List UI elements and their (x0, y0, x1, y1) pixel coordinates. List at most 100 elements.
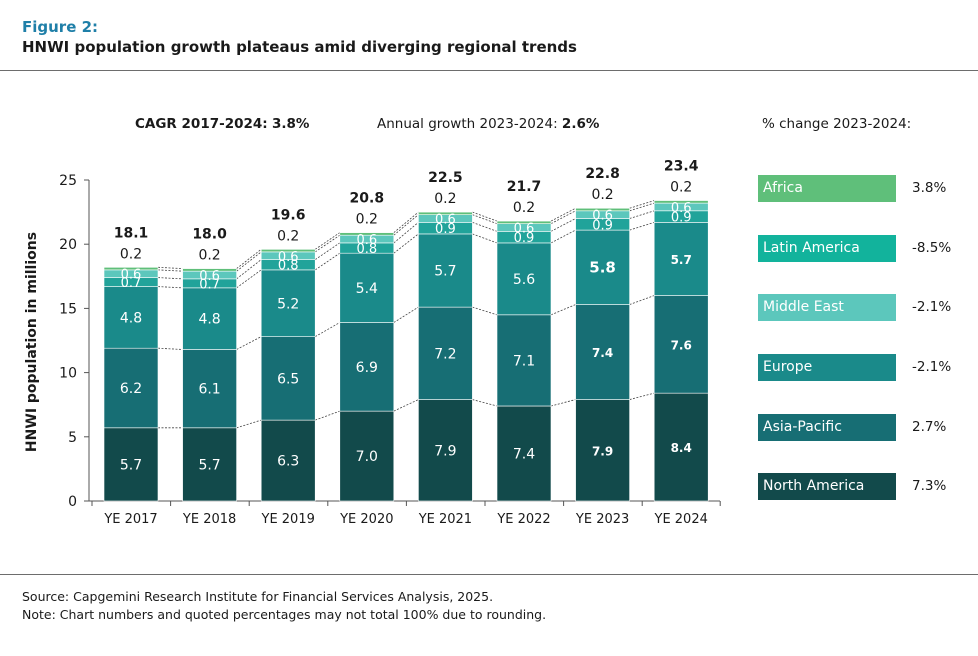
bar-segment-africa (260, 249, 316, 253)
legend-pct-change: 3.8% (912, 180, 947, 196)
segment-connector (236, 249, 262, 269)
bar-segment-europe (418, 233, 473, 308)
segment-connector (472, 211, 498, 222)
segment-connector (314, 252, 341, 271)
data-label: 0.6 (121, 268, 142, 283)
segment-connector (393, 214, 419, 236)
data-label: 0.9 (671, 211, 692, 226)
data-label: 0.7 (121, 276, 142, 291)
segment-connector (393, 399, 419, 412)
data-label: 0.6 (356, 233, 377, 248)
data-label: 5.6 (513, 272, 535, 288)
segment-connector (393, 233, 419, 254)
rounding-note: Note: Chart numbers and quoted percentag… (22, 607, 547, 622)
bar-segment-africa (103, 267, 159, 271)
bar-segment-north-america (260, 419, 316, 502)
bar-segment-north-america (575, 399, 630, 502)
cagr-value: 3.8% (271, 116, 310, 132)
data-label: 7.1 (513, 353, 535, 369)
x-tick-label: YE 2024 (654, 512, 708, 527)
figure-label: Figure 2: (22, 18, 99, 36)
legend-item-latin-america: Latin America (758, 235, 896, 262)
legend-item-asia-pacific: Asia-Pacific (758, 414, 896, 441)
bar-segment-europe (260, 269, 316, 337)
bar-segment-africa (575, 207, 630, 212)
bar-segment-europe (103, 286, 159, 349)
pct-change-heading: % change 2023-2024: (762, 116, 912, 132)
bar-segment-asia-pacific (418, 306, 473, 400)
total-label: 19.6 (271, 207, 306, 223)
data-label: 6.9 (356, 360, 378, 376)
segment-connector (629, 221, 655, 231)
y-tick-label: 0 (68, 494, 77, 510)
top-divider (0, 70, 978, 71)
data-label: 7.9 (592, 444, 613, 458)
data-label: 0.6 (592, 209, 613, 224)
x-tick-label: YE 2021 (418, 512, 472, 527)
data-label: 0.6 (199, 269, 220, 284)
total-label: 21.7 (507, 179, 542, 195)
x-tick-label: YE 2020 (339, 512, 393, 527)
segment-connector (629, 295, 655, 305)
legend-item-europe: Europe (758, 354, 896, 381)
segment-connector (314, 232, 341, 250)
bar-segment-africa (653, 200, 709, 204)
legend-pct-change: 2.7% (912, 419, 947, 435)
segment-connector (314, 234, 341, 253)
total-label: 22.8 (585, 166, 620, 182)
bar-segment-africa (182, 268, 237, 272)
data-label: 5.7 (198, 457, 220, 473)
data-label: 5.7 (120, 457, 142, 473)
segment-connector (315, 410, 340, 421)
data-label: 6.5 (277, 371, 299, 387)
data-label: 0.8 (278, 259, 299, 274)
bar-segment-africa (339, 232, 395, 236)
data-label: 5.2 (277, 296, 299, 312)
data-label: 8.4 (671, 441, 692, 455)
segment-connector (550, 399, 576, 407)
segment-connector (629, 202, 655, 212)
bar-segment-asia-pacific (575, 304, 630, 400)
legend-item-middle-east: Middle East (758, 294, 896, 321)
bar-segment-asia-pacific (653, 295, 709, 394)
segment-connector (550, 304, 576, 316)
bar-segment-europe (575, 229, 630, 305)
x-tick-label: YE 2017 (103, 512, 157, 527)
data-label: 0.2 (356, 212, 378, 228)
data-label: 5.7 (434, 264, 456, 280)
bar-segment-europe (182, 287, 237, 350)
data-label: 0.2 (198, 248, 220, 264)
segment-connector (236, 336, 262, 350)
segment-connector (236, 269, 262, 289)
data-label: 7.9 (434, 443, 456, 459)
legend-pct-change: -2.1% (912, 359, 952, 375)
segment-connector (157, 347, 183, 350)
segment-connector (393, 222, 419, 244)
total-label: 20.8 (350, 191, 385, 207)
cagr-label: CAGR 2017-2024: (135, 116, 268, 132)
data-label: 0.7 (199, 277, 220, 292)
y-tick-label: 5 (68, 430, 77, 446)
data-label: 7.4 (592, 346, 613, 360)
cagr-note: CAGR 2017-2024: 3.8% (135, 116, 309, 132)
x-tick-label: YE 2018 (182, 512, 236, 527)
bar-segment-north-america (496, 405, 552, 502)
total-label: 18.1 (114, 225, 149, 241)
data-label: 5.8 (589, 258, 616, 276)
x-tick-label: YE 2019 (261, 512, 315, 527)
segment-connector (236, 419, 262, 429)
segment-connector (393, 211, 419, 233)
legend-pct-change: -2.1% (912, 299, 952, 315)
segment-connector (472, 214, 498, 225)
bar-segment-asia-pacific (260, 336, 316, 421)
legend-pct-change: 7.3% (912, 478, 947, 494)
data-label: 4.8 (198, 312, 220, 328)
y-tick-label: 20 (59, 237, 77, 253)
annual-growth-label: Annual growth 2023-2024: (377, 116, 558, 132)
data-label: 0.2 (591, 187, 613, 203)
source-note: Source: Capgemini Research Institute for… (22, 589, 494, 604)
bar-segment-europe (653, 222, 709, 296)
segment-connector (472, 399, 498, 407)
bar-segment-africa (418, 211, 473, 215)
segment-connector (314, 242, 341, 260)
